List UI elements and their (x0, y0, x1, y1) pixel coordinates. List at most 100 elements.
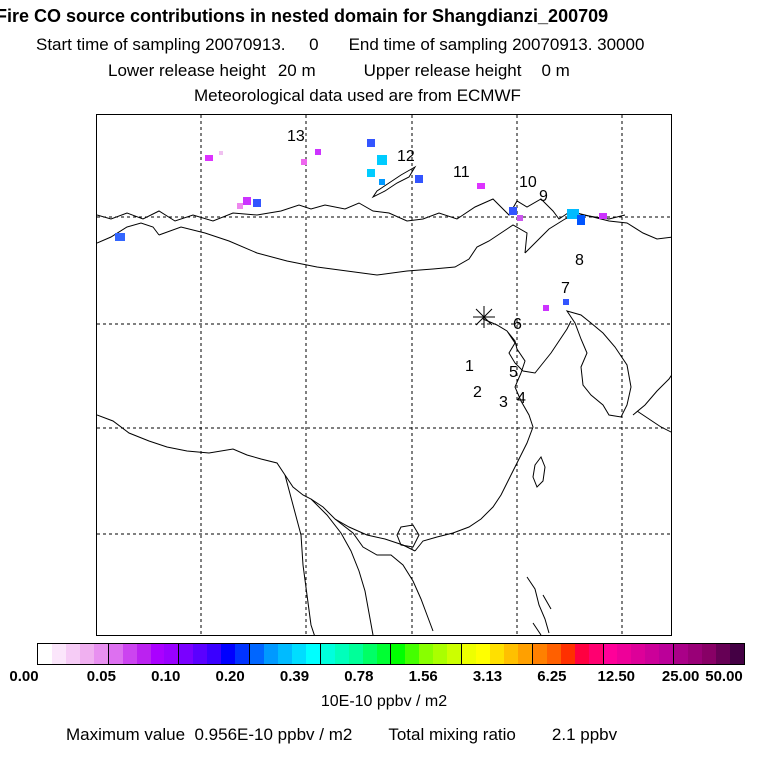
region-label: 6 (513, 316, 522, 333)
fire-pixel (563, 299, 569, 305)
colorbar-segment (574, 644, 589, 664)
japan-coastline (632, 375, 671, 433)
fire-pixel (567, 209, 579, 219)
sampling-time-line: Start time of sampling 20070913. 0 End ti… (36, 35, 768, 55)
receptor-asterisk-icon (473, 306, 495, 328)
colorbar-tick-label: 0.20 (215, 668, 245, 685)
colorbar-segment (65, 644, 80, 664)
colorbar-segment (729, 644, 744, 664)
colorbar-segment (51, 644, 66, 664)
colorbar-tick-label: 0.10 (151, 668, 181, 685)
colorbar-segment (447, 644, 463, 664)
fire-pixel (253, 199, 261, 207)
colorbar-segment (702, 644, 716, 664)
colorbar-units: 10E-10 ppbv / m2 (320, 693, 448, 710)
colorbar-segment (490, 644, 504, 664)
korea-coastline (565, 310, 632, 418)
fire-pixel (477, 183, 485, 189)
colorbar-segment (603, 644, 618, 664)
colorbar-segment (108, 644, 123, 664)
lower-release-value: 20 m (277, 61, 316, 80)
colorbar-segment (560, 644, 575, 664)
fire-pixel (577, 215, 585, 225)
start-time-value: 20070913. 0 (205, 35, 319, 54)
colorbar-segment (419, 644, 434, 664)
hainan-coastline (396, 524, 420, 548)
china-west-border (97, 222, 160, 244)
fire-pixel (377, 155, 387, 165)
total-mixing-value: 2.1 ppbv (551, 725, 618, 744)
region-label: 13 (287, 128, 305, 145)
fire-pixel (509, 207, 517, 215)
colorbar-segment (348, 644, 363, 664)
colorbar-segment (179, 644, 194, 664)
colorbar-segment (546, 644, 561, 664)
end-time-label: End time of sampling (348, 35, 508, 54)
colorbar-segment (588, 644, 604, 664)
colorbar-segment (207, 644, 222, 664)
region-label: 8 (575, 252, 584, 269)
colorbar-segment (391, 644, 406, 664)
colorbar-segment (532, 644, 547, 664)
map-canvas: 13 12 11 10 9 8 7 6 5 1 2 3 4 (97, 115, 671, 635)
met-data-note: Meteorological data used are from ECMWF (194, 86, 521, 105)
colorbar-segment (376, 644, 392, 664)
colorbar-tick-label: 6.25 (537, 668, 567, 685)
colorbar-segment (235, 644, 251, 664)
colorbar-segment (462, 644, 477, 664)
colorbar-segment (433, 644, 448, 664)
colorbar-segment (264, 644, 278, 664)
indochina-coastline (284, 474, 434, 635)
map-panel[interactable]: 13 12 11 10 9 8 7 6 5 1 2 3 4 (96, 114, 672, 636)
colorbar-tick-label: 50.00 (705, 668, 743, 685)
fire-pixel (205, 155, 213, 161)
map-title: Fire CO source contributions in nested d… (0, 6, 609, 26)
region-label: 10 (519, 174, 537, 191)
region-label: 2 (473, 384, 482, 401)
fire-pixel (237, 203, 243, 209)
region-label: 7 (561, 280, 570, 297)
colorbar-segment (193, 644, 208, 664)
china-east-coastline (414, 318, 572, 552)
colorbar-segment (79, 644, 94, 664)
fire-pixel (415, 175, 423, 183)
colorbar-segment (674, 644, 689, 664)
fire-pixel (517, 215, 523, 221)
fire-pixel (367, 139, 375, 147)
colorbar-tick-label: 0.00 (9, 668, 39, 685)
start-time-label: Start time of sampling (36, 35, 201, 54)
region-label: 4 (517, 390, 526, 407)
colorbar-segment (688, 644, 703, 664)
fire-pixel (543, 305, 549, 311)
release-height-line: Lower release height 20 m Upper release he… (108, 61, 768, 81)
colorbar-segment (517, 644, 533, 664)
colorbar-tick-label: 3.13 (472, 668, 503, 685)
colorbar-segment (659, 644, 675, 664)
fire-pixel (379, 179, 385, 185)
colorbar-tick-label: 25.00 (661, 668, 700, 685)
fire-pixel (315, 149, 321, 155)
colorbar-segment (362, 644, 377, 664)
end-time-value: 20070913. 30000 (512, 35, 645, 54)
himalaya-border (97, 414, 416, 552)
colorbar-segment (334, 644, 349, 664)
philippines-coastline (526, 576, 552, 635)
colorbar-segment (476, 644, 490, 664)
region-label: 11 (453, 164, 470, 181)
colorbar-segment (38, 644, 52, 664)
fire-pixel (301, 159, 307, 165)
colorbar-segment (645, 644, 660, 664)
region-label: 3 (499, 394, 508, 411)
fire-pixel (243, 197, 251, 205)
upper-release-label: Upper release height (363, 61, 522, 80)
colorbar-segment (136, 644, 151, 664)
colorbar-segment (503, 644, 518, 664)
colorbar-segment (164, 644, 180, 664)
colorbar-tick-label: 12.50 (597, 668, 636, 685)
coastlines-borders (97, 165, 671, 635)
colorbar-segment (617, 644, 632, 664)
fire-source-pixels (115, 139, 607, 311)
colorbar-segment (305, 644, 321, 664)
total-mixing-label: Total mixing ratio (388, 725, 516, 744)
lake-baikal (371, 165, 417, 199)
